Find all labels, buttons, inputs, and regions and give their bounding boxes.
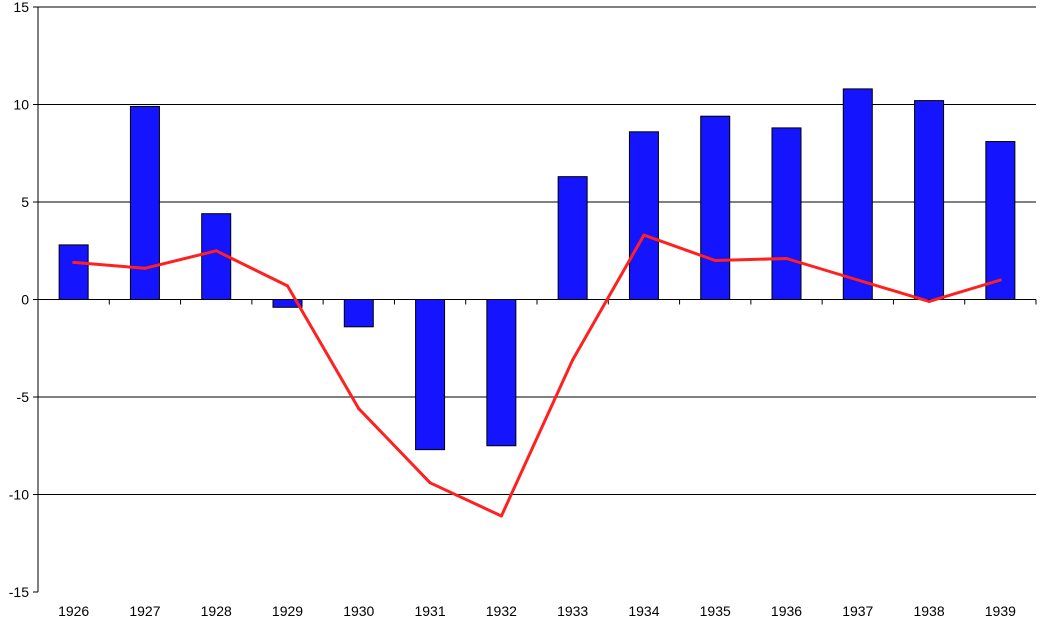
bar-1936 bbox=[771, 127, 802, 301]
line-point-1926 bbox=[72, 260, 76, 264]
x-tick-label: 1930 bbox=[343, 603, 374, 619]
y-tick-label: -10 bbox=[9, 487, 29, 503]
line-series bbox=[72, 233, 1002, 518]
line-point-1930 bbox=[357, 407, 361, 411]
x-tick-label: 1929 bbox=[272, 603, 303, 619]
x-tick-label: 1931 bbox=[414, 603, 445, 619]
y-tick-labels: -15 -10 -5 0 5 10 15 bbox=[9, 0, 29, 600]
bar-1931 bbox=[415, 299, 446, 451]
line-point-1927 bbox=[143, 266, 147, 270]
x-tick-label: 1939 bbox=[985, 603, 1016, 619]
bar-1926 bbox=[58, 244, 89, 300]
x-tick-label: 1938 bbox=[913, 603, 944, 619]
bar-series bbox=[58, 88, 1016, 451]
bar-1932 bbox=[486, 299, 517, 447]
bar-1938 bbox=[914, 100, 945, 300]
x-tick-label: 1937 bbox=[842, 603, 873, 619]
line-point-1937 bbox=[856, 278, 860, 282]
bar-1927 bbox=[129, 105, 160, 300]
bar-1935 bbox=[700, 115, 731, 300]
x-tick-label: 1933 bbox=[557, 603, 588, 619]
line-point-1938 bbox=[927, 299, 931, 303]
line-point-1933 bbox=[571, 358, 575, 362]
x-tick-labels: 1926 1927 1928 1929 1930 1931 1932 1933 1934 1935… bbox=[58, 603, 1016, 619]
gridlines bbox=[38, 6, 1036, 495]
x-tick-label: 1936 bbox=[771, 603, 802, 619]
line-point-1929 bbox=[286, 284, 289, 288]
x-tick-label: 1932 bbox=[486, 603, 517, 619]
line-point-1934 bbox=[642, 233, 646, 237]
x-tick-label: 1928 bbox=[201, 603, 232, 619]
line-point-1935 bbox=[713, 259, 717, 262]
y-tick-label: 5 bbox=[21, 194, 29, 210]
line-point-1931 bbox=[428, 481, 432, 485]
bar-1939 bbox=[985, 141, 1016, 300]
line-point-1936 bbox=[785, 257, 788, 261]
bar-1930 bbox=[343, 299, 374, 328]
y-tick-label: -15 bbox=[9, 584, 29, 600]
y-tick-label: 10 bbox=[13, 97, 29, 113]
x-tick-label: 1934 bbox=[628, 603, 659, 619]
x-tick-label: 1926 bbox=[58, 603, 89, 619]
line-point-1939 bbox=[998, 278, 1002, 282]
bar-1933 bbox=[557, 176, 588, 300]
line-point-1932 bbox=[499, 514, 503, 518]
y-tick-label: -5 bbox=[17, 389, 30, 405]
y-tick-label: 0 bbox=[21, 292, 29, 308]
x-tick-label: 1927 bbox=[129, 603, 160, 619]
bar-1934 bbox=[628, 131, 659, 300]
x-tick-label: 1935 bbox=[700, 603, 731, 619]
bar-1937 bbox=[842, 88, 873, 301]
line-point-1928 bbox=[214, 249, 218, 253]
axes bbox=[33, 6, 1037, 593]
line-path bbox=[73, 233, 1001, 518]
y-tick-label: 15 bbox=[13, 0, 29, 15]
